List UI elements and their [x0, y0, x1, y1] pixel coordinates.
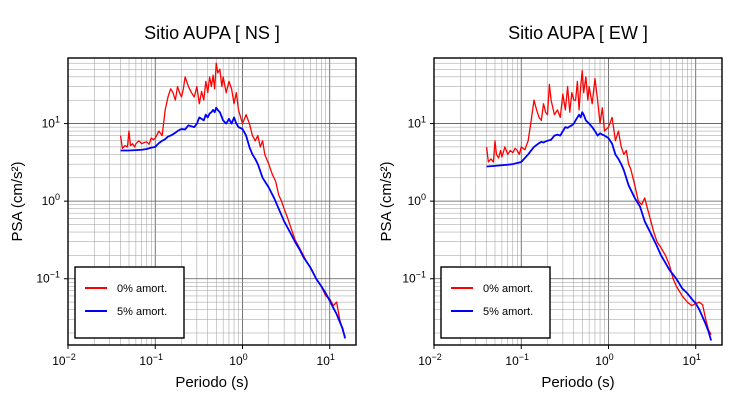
x-tick-label: 10−2: [52, 352, 76, 368]
y-tick-label-exponent: −1: [416, 270, 426, 280]
y-tick-label-base: 10: [408, 194, 422, 208]
legend-label: 0% amort.: [117, 283, 167, 295]
y-tick-label-exponent: 0: [421, 192, 426, 202]
y-tick-label: 101: [42, 115, 60, 131]
series-line-blue: [486, 111, 712, 341]
x-tick-label-exponent: −2: [432, 352, 442, 362]
x-tick-label-base: 10: [505, 354, 519, 368]
legend: 0% amort. 5% amort.: [440, 266, 551, 339]
grid: [67, 57, 357, 345]
x-tick-label-base: 10: [683, 354, 697, 368]
series-line-red: [119, 62, 346, 337]
x-tick-label-base: 10: [317, 354, 331, 368]
x-tick-label: 10−2: [418, 352, 442, 368]
x-tick-label-exponent: 1: [330, 352, 335, 362]
y-tick-label-base: 10: [408, 117, 422, 131]
y-tick-label-exponent: 1: [55, 115, 60, 125]
y-tick-label-base: 10: [402, 272, 416, 286]
legend-label: 0% amort.: [483, 283, 533, 295]
y-tick-label: 10−1: [402, 270, 426, 286]
y-axis-label: PSA (cm/s²): [378, 161, 395, 241]
x-tick-label-base: 10: [52, 354, 66, 368]
series-line-blue: [120, 106, 346, 339]
x-tick-label: 100: [229, 352, 247, 368]
legend: 0% amort. 5% amort.: [74, 266, 185, 339]
chart-title: Sitio AUPA [ EW ]: [508, 23, 648, 43]
x-tick-label-exponent: −1: [519, 352, 529, 362]
x-axis-label: Periodo (s): [541, 374, 614, 391]
x-tick-label: 100: [595, 352, 613, 368]
series-line-red: [485, 70, 712, 336]
x-tick-label-base: 10: [418, 354, 432, 368]
chart-title: Sitio AUPA [ NS ]: [144, 23, 280, 43]
x-tick-label-base: 10: [595, 354, 609, 368]
x-tick-label: 101: [317, 352, 335, 368]
x-tick-label-exponent: −1: [153, 352, 163, 362]
y-axis-label: PSA (cm/s²): [9, 161, 26, 241]
y-tick-label: 101: [408, 115, 426, 131]
y-tick-label: 100: [408, 192, 426, 208]
y-tick-label-exponent: 1: [421, 115, 426, 125]
y-tick-label-base: 10: [42, 194, 56, 208]
x-axis-label: Periodo (s): [175, 374, 248, 391]
legend-label: 5% amort.: [483, 306, 533, 318]
x-tick-label-base: 10: [139, 354, 153, 368]
x-tick-label-exponent: 0: [243, 352, 248, 362]
y-tick-label-exponent: 0: [55, 192, 60, 202]
x-tick-label: 10−1: [139, 352, 163, 368]
y-tick-label-base: 10: [42, 117, 56, 131]
x-tick-label: 10−1: [505, 352, 529, 368]
y-tick-label: 100: [42, 192, 60, 208]
x-tick-label-base: 10: [229, 354, 243, 368]
x-tick-label-exponent: −2: [66, 352, 76, 362]
x-tick-label-exponent: 0: [609, 352, 614, 362]
x-tick-label: 101: [683, 352, 701, 368]
y-tick-label: 10−1: [36, 270, 60, 286]
legend-label: 5% amort.: [117, 306, 167, 318]
legend-box: [74, 266, 185, 339]
legend-box: [440, 266, 551, 339]
y-tick-label-base: 10: [36, 272, 50, 286]
x-tick-label-exponent: 1: [696, 352, 701, 362]
y-tick-label-exponent: −1: [50, 270, 60, 280]
